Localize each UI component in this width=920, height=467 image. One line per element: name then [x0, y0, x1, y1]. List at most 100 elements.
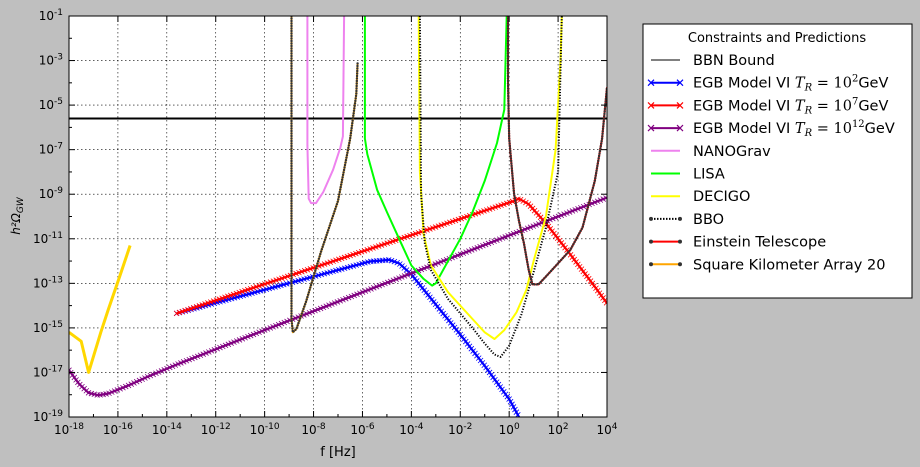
dot-marker	[512, 192, 516, 195]
dot-marker	[554, 264, 558, 267]
dot-marker	[601, 132, 604, 135]
dot-marker	[290, 102, 293, 105]
dot-marker	[506, 84, 510, 88]
dot-marker	[604, 95, 607, 98]
dot-marker	[506, 32, 510, 35]
dot-marker	[603, 110, 606, 113]
dot-marker	[594, 172, 598, 175]
dot-marker	[290, 237, 293, 240]
dot-marker	[290, 304, 293, 308]
legend-marker	[647, 101, 655, 109]
dot-marker	[506, 87, 510, 90]
dot-marker	[597, 154, 601, 158]
dot-marker	[290, 219, 293, 223]
dot-marker	[290, 162, 293, 165]
dot-marker	[290, 167, 293, 170]
dot-marker	[572, 243, 575, 246]
dot-marker	[336, 200, 339, 204]
dot-marker	[290, 47, 293, 50]
x-tick-label: 104	[596, 422, 617, 437]
dot-marker	[290, 309, 293, 313]
series-decigo	[417, 16, 563, 340]
x-marker	[598, 292, 605, 299]
dot-marker	[307, 291, 311, 294]
dot-marker	[559, 258, 563, 262]
x-marker	[596, 290, 603, 296]
dot-marker	[290, 209, 293, 213]
dot-marker	[313, 271, 316, 275]
dot-marker	[322, 243, 325, 246]
dot-marker	[296, 324, 299, 327]
dot-marker	[350, 124, 354, 127]
x-marker	[575, 261, 581, 268]
dot-marker	[290, 297, 293, 300]
dot-marker	[290, 294, 293, 298]
dot-marker	[506, 37, 510, 40]
dot-marker	[506, 69, 510, 73]
dot-marker	[591, 186, 595, 190]
dot-marker	[290, 107, 293, 110]
dot-marker	[290, 249, 293, 253]
y-tick-label: 10-7	[39, 142, 63, 157]
dot-marker	[330, 219, 333, 222]
dot-marker	[355, 79, 359, 83]
dot-marker	[598, 152, 601, 155]
x-marker	[602, 297, 607, 304]
dot-marker	[506, 24, 510, 28]
x-marker	[600, 295, 606, 301]
dot-marker	[290, 44, 293, 48]
dot-marker	[290, 152, 293, 155]
y-tick-label: 10-9	[39, 186, 64, 201]
dot-marker	[290, 307, 293, 310]
x-marker	[513, 409, 520, 415]
dot-marker	[290, 19, 293, 23]
dot-marker	[529, 277, 533, 281]
dot-marker	[290, 17, 293, 20]
dot-marker	[516, 211, 519, 215]
y-tick-label: 10-13	[33, 275, 63, 290]
dot-marker	[354, 94, 358, 98]
dot-marker	[290, 269, 293, 273]
dot-marker	[600, 140, 603, 143]
x-tick-label: 10-12	[201, 422, 231, 437]
dot-marker	[507, 99, 510, 103]
x-marker	[509, 401, 515, 408]
x-marker	[571, 256, 578, 263]
dot-marker	[345, 154, 349, 157]
dot-marker	[319, 252, 322, 256]
x-marker	[504, 393, 511, 400]
dot-marker	[299, 314, 303, 318]
dot-marker	[290, 129, 293, 133]
dot-marker	[290, 92, 293, 95]
dot-marker	[290, 234, 293, 238]
dot-marker	[598, 149, 602, 153]
x-marker	[492, 376, 498, 383]
x-marker	[593, 285, 599, 292]
dot-marker	[603, 115, 606, 118]
dot-marker	[603, 105, 607, 108]
dot-marker	[290, 32, 293, 35]
dot-marker	[303, 303, 307, 306]
dot-marker	[524, 250, 527, 254]
dot-marker	[349, 136, 352, 140]
dot-marker	[316, 262, 319, 265]
dot-marker	[548, 271, 551, 275]
dot-marker	[290, 184, 293, 188]
x-tick-label: 10-4	[399, 422, 424, 437]
x-marker	[139, 376, 145, 383]
legend-marker	[678, 239, 682, 244]
dot-marker	[290, 69, 293, 73]
x-marker	[488, 372, 495, 378]
dot-marker	[314, 269, 317, 272]
dot-marker	[599, 147, 602, 150]
series-nanograv	[306, 16, 346, 205]
dot-marker	[523, 246, 526, 249]
x-marker	[136, 377, 143, 384]
x-marker	[523, 199, 529, 206]
dot-marker	[593, 181, 596, 185]
dot-marker	[506, 52, 510, 55]
dot-marker	[290, 192, 293, 195]
dot-marker	[514, 204, 518, 207]
dot-marker	[290, 84, 293, 88]
dot-marker	[342, 168, 346, 172]
